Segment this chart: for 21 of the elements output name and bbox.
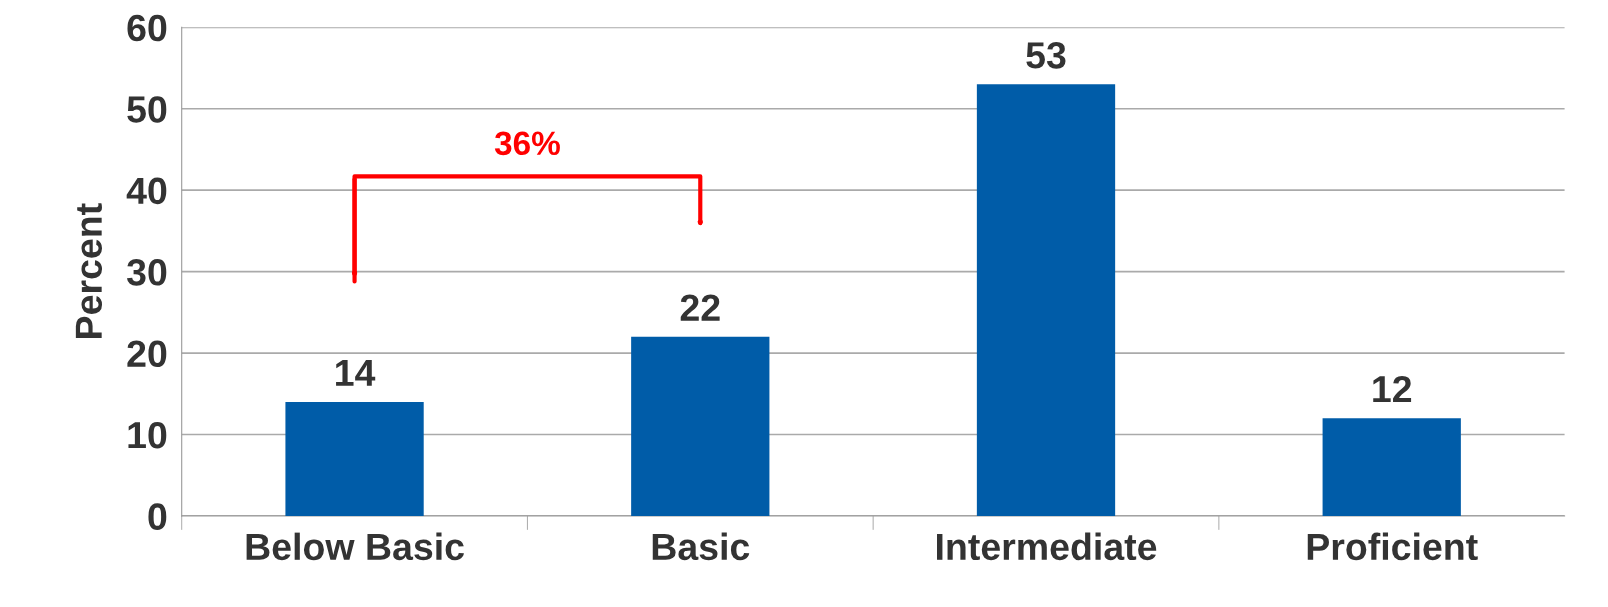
bar	[285, 401, 424, 516]
x-tick-label: Below Basic	[246, 532, 464, 561]
x-tick-label: Basic	[652, 532, 750, 561]
y-tick-label: 0	[148, 503, 167, 530]
y-tick-label: 40	[126, 177, 167, 205]
y-tick-label: 50	[127, 96, 167, 123]
x-tick-label: Intermediate	[937, 532, 1157, 561]
y-tick-label: 60	[127, 14, 167, 42]
data-label: 53	[1026, 42, 1066, 69]
bar	[1322, 418, 1461, 516]
data-label: 12	[1373, 375, 1412, 403]
y-tick-label: 10	[128, 421, 167, 449]
y-axis-title: Percent	[75, 203, 103, 338]
bar	[631, 336, 770, 516]
y-tick-label: 20	[127, 340, 167, 368]
data-label: 22	[680, 294, 720, 321]
annotation: 36%	[494, 131, 560, 156]
bar	[976, 84, 1116, 516]
x-tick-label: Proficient	[1307, 532, 1478, 561]
data-label: 14	[336, 360, 376, 386]
y-tick-label: 30	[126, 259, 167, 286]
